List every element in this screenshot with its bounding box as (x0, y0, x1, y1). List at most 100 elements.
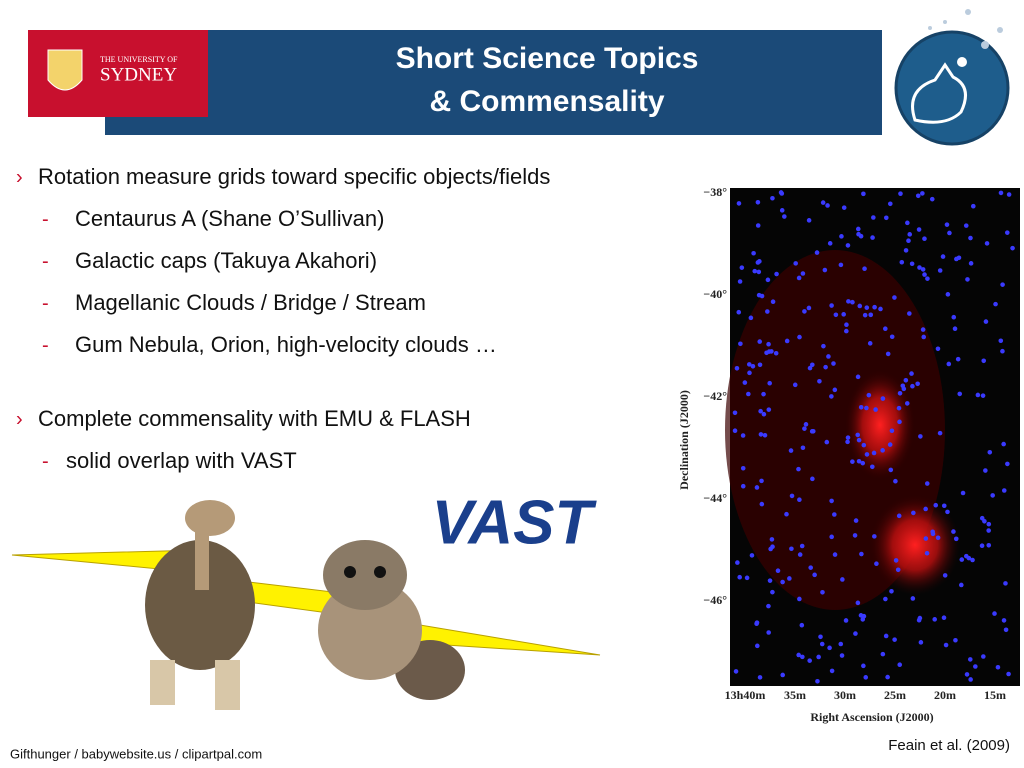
crest (47, 49, 83, 91)
source-dot (911, 510, 916, 516)
source-dot (917, 265, 922, 270)
source-dot (953, 536, 959, 542)
source-dot (863, 675, 869, 680)
figure-credit: Feain et al. (2009) (888, 737, 1010, 754)
source-dot (960, 490, 966, 496)
source-dot (799, 622, 805, 628)
header-bar (105, 30, 882, 135)
source-dot (871, 450, 877, 456)
source-dot (883, 215, 889, 221)
y-tick-label: −42° (703, 389, 727, 403)
image-credit: Gifthunger / babywebsite.us / clipartpal… (10, 746, 262, 761)
source-dot (762, 432, 768, 438)
source-dot (759, 501, 765, 507)
source-dot (850, 299, 855, 305)
source-dot (748, 315, 754, 321)
source-dot (855, 374, 861, 380)
source-dot (782, 214, 787, 219)
source-dot (883, 326, 888, 332)
source-dot (769, 537, 775, 542)
source-dot (980, 393, 986, 398)
source-dot (893, 478, 898, 484)
x-tick-label: 15m (984, 688, 1006, 702)
source-dot (872, 304, 877, 310)
source-dot (827, 241, 833, 246)
project-logo (894, 30, 1010, 146)
source-dot (983, 468, 988, 473)
source-dot (820, 200, 826, 205)
source-dot (779, 208, 785, 213)
source-dot (855, 432, 861, 438)
plush-ostrich (145, 500, 255, 710)
source-dot (971, 203, 976, 209)
source-dot (920, 327, 926, 332)
source-dot (871, 215, 876, 220)
source-dot (733, 669, 739, 674)
source-dot (793, 261, 798, 266)
source-dot (937, 430, 943, 436)
source-dot (889, 334, 895, 340)
source-dot (880, 448, 885, 453)
source-dot (944, 222, 950, 227)
source-dot (857, 303, 863, 309)
source-dot (932, 617, 938, 622)
source-dot (984, 241, 990, 246)
source-dot (784, 338, 790, 344)
source-dot (855, 226, 861, 232)
source-dot (759, 478, 764, 484)
source-dot (833, 312, 839, 318)
source-dot (754, 485, 760, 490)
source-dot (796, 466, 801, 472)
source-dot (924, 481, 930, 486)
source-dot (735, 560, 740, 565)
logo-animal (911, 62, 967, 124)
source-dot (746, 391, 751, 397)
source-dot (880, 396, 886, 401)
source-dot (800, 445, 806, 451)
title: Short Science Topics (396, 42, 699, 75)
source-dot (815, 679, 820, 684)
source-dot (856, 231, 861, 237)
source-dot (739, 265, 745, 270)
source-dot (861, 442, 867, 448)
source-dot (769, 349, 774, 354)
source-dot (883, 596, 888, 602)
source-dot (925, 276, 930, 281)
source-dot (844, 328, 849, 334)
source-dot (990, 493, 995, 498)
source-dot (779, 191, 785, 196)
source-dot (924, 550, 930, 556)
source-dot (987, 450, 993, 455)
source-dot (915, 193, 921, 199)
source-dot (923, 536, 929, 541)
source-dot (1000, 348, 1005, 354)
source-dot (864, 305, 870, 310)
dash: - (42, 334, 49, 356)
source-dot (736, 201, 742, 206)
dash: - (42, 250, 49, 272)
x-tick-label: 30m (834, 688, 856, 702)
source-dot (930, 529, 935, 535)
source-dot (1006, 192, 1012, 197)
source-dot (792, 382, 798, 388)
source-dot (829, 534, 834, 540)
dash: - (42, 292, 49, 314)
source-dot (825, 203, 830, 208)
plush-possum (318, 540, 465, 700)
source-dot (1001, 488, 1007, 493)
source-dot (756, 269, 762, 275)
source-dot (853, 631, 858, 636)
source-dot (796, 652, 801, 658)
source-dot (742, 380, 748, 385)
source-dot (880, 651, 886, 657)
source-dot (899, 259, 905, 265)
source-dot (870, 235, 875, 240)
source-dot (744, 575, 750, 581)
source-dot (737, 574, 742, 580)
source-dot (993, 301, 998, 307)
sub-bullet: solid overlap with VAST (66, 448, 297, 473)
source-dot (896, 405, 902, 411)
source-dot (810, 362, 815, 368)
source-dot (761, 411, 767, 417)
source-dot (740, 433, 746, 438)
